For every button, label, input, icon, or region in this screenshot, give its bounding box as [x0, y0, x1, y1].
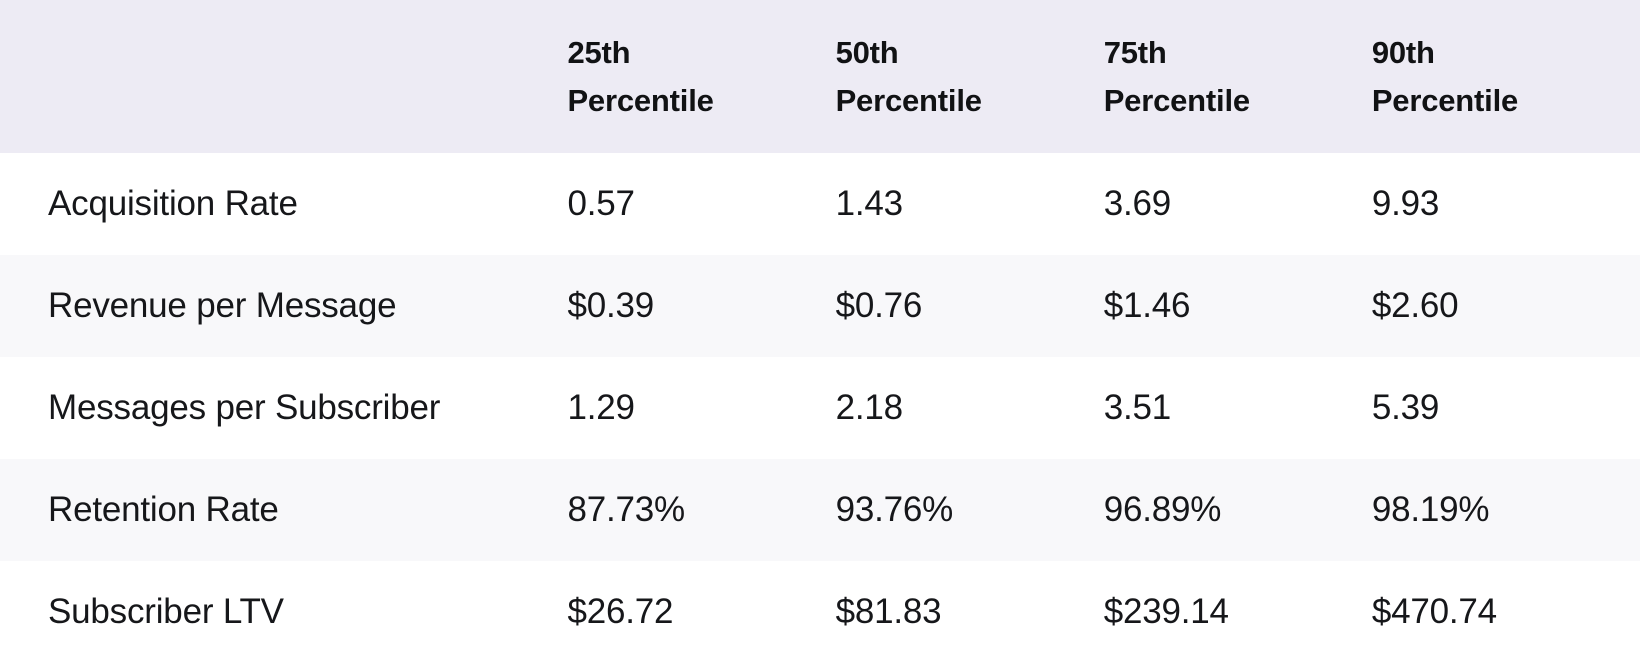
value-cell-p75: 96.89%	[1103, 490, 1222, 529]
value-cell-p25: $0.39	[567, 286, 655, 325]
value-cell-p50: $0.76	[835, 286, 923, 325]
metric-label: Messages per Subscriber	[48, 388, 441, 427]
value-cell-p25: 87.73%	[567, 490, 685, 529]
value-cell-p75: 3.69	[1103, 184, 1172, 223]
value-cell-p50: $81.83	[835, 592, 942, 631]
table-row-subscriber-ltv: Subscriber LTV $26.72 $81.83 $239.14 $47…	[0, 561, 1640, 663]
value-cell-p50: 2.18	[835, 388, 904, 427]
header-cell-75th-percentile: 75th Percentile	[1103, 0, 1372, 153]
metric-label: Subscriber LTV	[48, 592, 284, 631]
header-cell-50th-percentile: 50th Percentile	[835, 0, 1104, 153]
value-cell-p75: 3.51	[1103, 388, 1172, 427]
value-cell-p50: 1.43	[835, 184, 904, 223]
table-row-retention-rate: Retention Rate 87.73% 93.76% 96.89% 98.1…	[0, 459, 1640, 561]
header-cell-25th-percentile: 25th Percentile	[567, 0, 836, 153]
value-cell-p50: 93.76%	[835, 490, 954, 529]
table-row-revenue-per-message: Revenue per Message $0.39 $0.76 $1.46 $2…	[0, 255, 1640, 357]
metric-label: Retention Rate	[48, 490, 279, 529]
value-cell-p25: $26.72	[567, 592, 674, 631]
value-cell-p90: 5.39	[1371, 388, 1440, 427]
metric-label: Acquisition Rate	[48, 184, 298, 223]
value-cell-p75: $1.46	[1103, 286, 1191, 325]
header-label-25th: 25th Percentile	[567, 34, 714, 118]
value-cell-p25: 1.29	[567, 388, 635, 427]
header-label-75th: 75th Percentile	[1103, 34, 1250, 118]
table-row-messages-per-subscriber: Messages per Subscriber 1.29 2.18 3.51 5…	[0, 357, 1640, 459]
value-cell-p90: $2.60	[1371, 286, 1459, 325]
value-cell-p75: $239.14	[1103, 592, 1229, 631]
table-row-acquisition-rate: Acquisition Rate 0.57 1.43 3.69 9.93	[0, 153, 1640, 255]
value-cell-p90: 98.19%	[1371, 490, 1490, 529]
header-label-90th: 90th Percentile	[1371, 34, 1519, 118]
table-body: Acquisition Rate 0.57 1.43 3.69 9.93 Rev…	[0, 153, 1640, 663]
header-cell-90th-percentile: 90th Percentile	[1371, 0, 1640, 153]
header-label-50th: 50th Percentile	[835, 34, 982, 118]
header-row: 25th Percentile 50th Percentile 75th Per…	[0, 0, 1640, 153]
value-cell-p90: 9.93	[1371, 184, 1440, 223]
table-header: 25th Percentile 50th Percentile 75th Per…	[0, 0, 1640, 153]
header-cell-metric	[0, 0, 568, 153]
value-cell-p25: 0.57	[567, 184, 635, 223]
metric-label: Revenue per Message	[48, 286, 397, 325]
value-cell-p90: $470.74	[1371, 592, 1497, 631]
